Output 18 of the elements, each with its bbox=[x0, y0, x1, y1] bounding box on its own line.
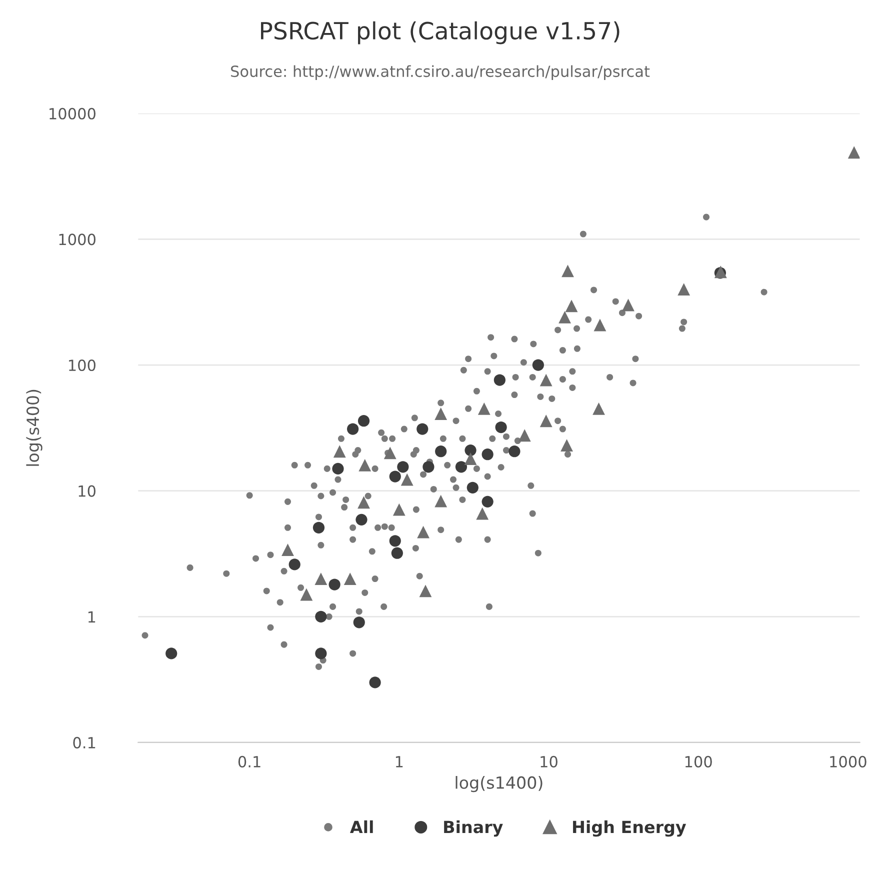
legend-label: High Energy bbox=[573, 820, 686, 837]
y-tick-label: 1 bbox=[88, 611, 96, 622]
y-tick-label: 10000 bbox=[50, 108, 96, 120]
chart-title: PSRCAT plot (Catalogue v1.57) bbox=[261, 21, 620, 44]
y-tick-label: 1000 bbox=[59, 234, 96, 246]
x-tick-label: 10 bbox=[540, 756, 558, 768]
x-axis-title: log(s1400) bbox=[456, 776, 542, 792]
chart-subtitle: Source: http://www.atnf.csiro.au/research/pulsar/psrcat bbox=[231, 65, 650, 80]
x-tick-label: 1 bbox=[396, 756, 403, 768]
legend-label: All bbox=[350, 820, 373, 834]
y-axis-title: log(s400) bbox=[26, 390, 42, 466]
y-tick-label: 100 bbox=[69, 359, 96, 372]
x-tick-label: 0.1 bbox=[238, 756, 260, 768]
legend-label: Binary bbox=[444, 820, 503, 837]
x-tick-label: 100 bbox=[685, 756, 712, 768]
y-tick-label: 0.1 bbox=[73, 736, 96, 748]
y-tick-label: 10 bbox=[78, 485, 96, 497]
x-tick-label: 1000 bbox=[830, 756, 866, 768]
